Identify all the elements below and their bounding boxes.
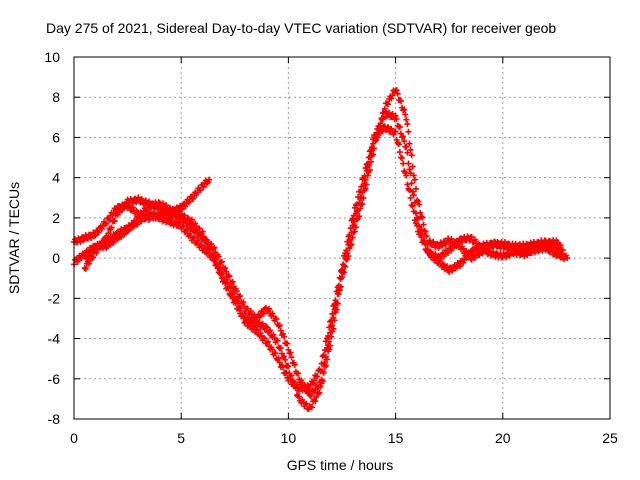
x-tick-label: 15: [388, 430, 404, 446]
y-tick-label: -2: [48, 290, 61, 306]
series-markers: [81, 108, 566, 400]
y-tick-label: 8: [52, 89, 60, 105]
x-tick-label: 25: [602, 430, 618, 446]
y-tick-label: -8: [48, 411, 61, 427]
tick-labels: 0 5 10 15 20 25 -8 -6 -4 -2 0 2 4 6 8 10: [44, 49, 618, 446]
y-tick-label: 4: [52, 170, 60, 186]
x-tick-label: 5: [177, 430, 185, 446]
y-tick-label: -6: [48, 371, 61, 387]
y-axis-label: SDTVAR / TECUs: [6, 182, 22, 294]
x-tick-label: 0: [70, 430, 78, 446]
y-tick-label: 2: [52, 210, 60, 226]
series-3: [81, 108, 566, 400]
x-tick-label: 10: [281, 430, 297, 446]
chart-title: Day 275 of 2021, Sidereal Day-to-day VTE…: [46, 20, 556, 36]
y-tick-label: 10: [44, 49, 60, 65]
plot-frame: [73, 56, 611, 420]
y-tick-label: 6: [52, 129, 60, 145]
y-tick-label: -4: [48, 331, 61, 347]
x-tick-label: 20: [495, 430, 511, 446]
x-axis-label: GPS time / hours: [287, 457, 394, 473]
y-tick-label: 0: [52, 250, 60, 266]
data-points: [71, 87, 571, 413]
